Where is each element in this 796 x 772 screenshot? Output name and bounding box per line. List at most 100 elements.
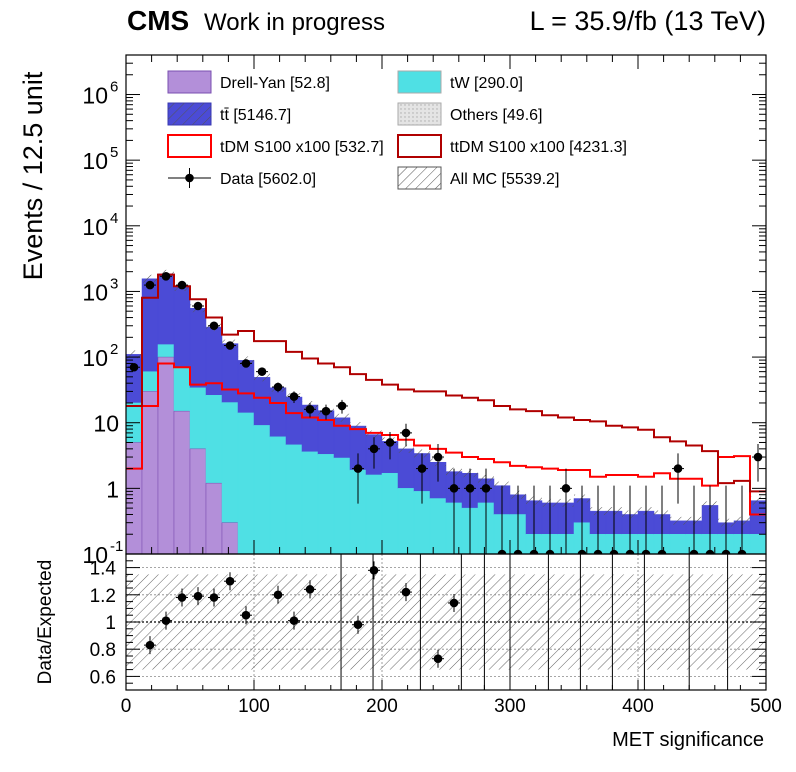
ratio-point <box>209 593 219 602</box>
y-tick-exponent: -1 <box>110 538 123 555</box>
tw-bar <box>365 474 383 554</box>
ratio-point <box>433 654 443 664</box>
data-point <box>129 362 139 372</box>
ttbar-bar <box>189 308 207 389</box>
data-point <box>497 549 507 554</box>
y-tick-label: 10 <box>82 83 108 109</box>
data-point <box>689 549 699 554</box>
tw-bar <box>253 425 271 554</box>
legend-label: Drell-Yan [52.8] <box>220 75 330 92</box>
ttdm-signal-line <box>126 273 766 493</box>
y-tick-label: 10 <box>93 411 119 437</box>
y-tick-label: 1 <box>106 476 119 502</box>
ttbar-bar <box>397 448 415 489</box>
ttbar-bar <box>333 417 351 459</box>
y-tick-exponent: 2 <box>110 341 118 358</box>
data-point <box>609 549 619 554</box>
data-point <box>657 549 667 554</box>
y-axis-label: Events / 12.5 unit <box>18 71 48 280</box>
luminosity-label: L = 35.9/fb (13 TeV) <box>530 6 766 36</box>
data-point <box>753 452 763 462</box>
y-tick-label: 10 <box>82 148 108 174</box>
work-in-progress-label: Work in progress <box>204 9 385 36</box>
ratio-y-tick-label: 1 <box>105 613 116 634</box>
data-point <box>417 464 427 473</box>
legend-swatch <box>397 70 442 94</box>
data-point <box>289 392 299 401</box>
drellyan-bar <box>221 522 239 554</box>
ratio-point <box>177 593 187 602</box>
data-point <box>209 321 219 331</box>
legend-label: tW [290.0] <box>450 75 523 92</box>
y-tick-label: 10 <box>82 345 108 371</box>
data-point <box>561 484 571 493</box>
tw-bar <box>269 436 287 554</box>
mc-uncertainty-band <box>494 481 510 490</box>
tw-bar <box>285 444 303 554</box>
ttbar-bar <box>141 278 159 372</box>
drellyan-bar <box>205 482 223 554</box>
y-tick-exponent: 5 <box>110 144 118 161</box>
data-point <box>257 367 267 376</box>
tw-bar <box>221 402 239 523</box>
data-point <box>593 549 603 554</box>
ttbar-bar <box>221 343 239 403</box>
x-tick-label: 200 <box>366 696 398 717</box>
data-point <box>625 549 635 554</box>
data-point <box>641 549 651 554</box>
legend-label: ttDM S100 x100 [4231.3] <box>450 139 627 156</box>
tw-bar <box>397 488 415 554</box>
tw-bar <box>157 344 175 358</box>
data-point <box>385 438 395 447</box>
y-tick-exponent: 6 <box>110 79 118 96</box>
data-point <box>401 428 411 438</box>
data-point <box>577 549 587 554</box>
legend-item-drellyan: Drell-Yan [52.8] <box>167 70 330 94</box>
tw-bar <box>205 395 223 484</box>
tw-bar <box>333 457 351 554</box>
tw-bar <box>317 454 335 554</box>
legend-item-data: Data [5602.0] <box>168 168 316 188</box>
data-point <box>481 484 491 493</box>
data-point <box>273 382 283 392</box>
data-point <box>305 405 315 414</box>
legend-item-allmc: All MC [5539.2] <box>397 166 559 190</box>
data-point <box>145 280 155 290</box>
legend-swatch <box>167 134 212 158</box>
legend-marker <box>185 173 194 183</box>
drellyan-bar <box>141 391 159 554</box>
ttbar-bar <box>126 354 143 404</box>
legend-swatch <box>167 70 212 94</box>
data-point <box>353 464 363 473</box>
tw-bar <box>381 472 399 554</box>
data-point <box>433 452 443 462</box>
x-axis-label: MET significance <box>612 729 764 751</box>
data-point <box>529 549 539 554</box>
x-tick-label: 300 <box>494 696 526 717</box>
ttbar-bar <box>253 377 271 426</box>
x-tick-label: 500 <box>750 696 782 717</box>
y-tick-exponent: 4 <box>110 210 118 227</box>
cms-label: CMS <box>127 5 189 36</box>
legend-item-tt: tt̄ [5146.7] <box>167 102 291 126</box>
legend: Drell-Yan [52.8] tW [290.0] tt̄ [5146.7] Ot… <box>167 70 627 190</box>
mc-uncertainty-band <box>254 373 270 382</box>
tw-bar <box>189 387 207 450</box>
data-point <box>673 464 683 473</box>
mc-uncertainty-band <box>350 422 366 431</box>
x-tick-label: 400 <box>622 696 654 717</box>
mc-uncertainty-band <box>126 350 142 359</box>
ttbar-bar <box>749 500 766 535</box>
data-point <box>513 549 523 554</box>
y-tick-label: 10 <box>82 542 108 568</box>
mc-uncertainty-band <box>334 413 350 422</box>
data-point <box>705 549 715 554</box>
ratio-point <box>241 610 251 620</box>
mc-uncertainty-band <box>670 516 686 525</box>
y-tick-label: 10 <box>82 214 108 240</box>
drellyan-bar <box>189 448 207 554</box>
legend-swatch-hatch <box>168 103 211 125</box>
y-tick-exponent: 3 <box>110 275 118 292</box>
ttbar-bar <box>157 273 175 345</box>
